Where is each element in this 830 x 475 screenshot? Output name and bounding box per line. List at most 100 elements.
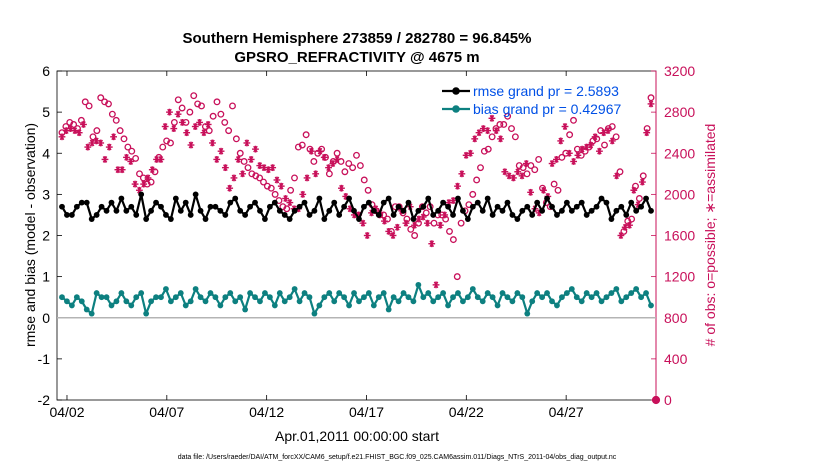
possible-obs-point <box>190 92 198 100</box>
series-point <box>455 195 461 202</box>
y-tick-label: 6 <box>42 63 50 79</box>
assimilated-obs-point <box>432 281 440 289</box>
series-point <box>257 298 263 305</box>
possible-obs-point <box>287 186 295 194</box>
assimilated-obs-point <box>518 172 526 180</box>
assimilated-obs-point <box>75 129 83 137</box>
possible-obs-point <box>473 176 481 184</box>
possible-obs-point <box>566 131 574 139</box>
series-point <box>311 207 318 214</box>
series-point <box>365 199 372 206</box>
series-point <box>222 212 229 218</box>
assimilated-obs-point <box>221 164 229 172</box>
possible-obs-point <box>310 158 318 165</box>
series-point <box>93 212 100 218</box>
assimilated-obs-point <box>402 219 410 227</box>
series-point <box>227 199 234 206</box>
series-point <box>271 199 278 206</box>
assimilated-obs-point <box>58 133 66 141</box>
series-point <box>549 203 555 210</box>
series-point <box>638 294 645 301</box>
series-point <box>306 212 313 218</box>
possible-obs-point <box>449 236 457 244</box>
series-point <box>133 212 140 218</box>
possible-obs-point <box>632 182 639 190</box>
right-y-tick-label: 1600 <box>664 228 695 244</box>
series-point <box>568 207 575 214</box>
series-point <box>554 302 560 309</box>
series-point <box>266 294 273 301</box>
assimilated-obs-point <box>441 211 449 219</box>
series-line <box>61 193 653 221</box>
series-point <box>385 306 392 313</box>
series-point <box>544 290 550 296</box>
assimilated-obs-point <box>389 232 397 239</box>
series-point <box>163 286 169 292</box>
assimilated-obs-point <box>325 164 332 172</box>
series-point <box>400 290 407 296</box>
series-point <box>182 302 189 309</box>
assimilated-obs-point <box>475 129 483 137</box>
assimilated-obs-point <box>187 141 195 149</box>
series-point <box>326 207 333 214</box>
possible-obs-point <box>612 133 620 141</box>
possible-obs-point <box>635 195 643 202</box>
series-point <box>237 294 244 301</box>
series-point <box>59 294 65 301</box>
series-point <box>301 290 308 296</box>
series-point <box>222 294 229 301</box>
possible-obs-point <box>446 227 453 235</box>
series-point <box>380 290 387 296</box>
series-point <box>420 294 427 301</box>
possible-obs-point <box>477 164 484 172</box>
possible-obs-point <box>531 166 539 174</box>
series-point <box>559 207 565 214</box>
series-point <box>464 294 471 301</box>
series-point <box>623 212 630 218</box>
chart-title-line2: GPSRO_REFRACTIVITY @ 4675 m <box>234 49 479 66</box>
x-axis-label: Apr.01,2011 00:00:00 start <box>275 428 439 444</box>
series-point <box>356 298 362 305</box>
series-point <box>445 302 451 309</box>
assimilated-obs-point <box>527 188 535 196</box>
assimilated-obs-point <box>613 172 621 180</box>
legend-label: rmse grand pr = 2.5893 <box>473 83 619 99</box>
rmse-bias-lines <box>59 191 654 317</box>
assimilated-obs-point <box>80 121 87 128</box>
series-point <box>98 203 105 210</box>
series-point <box>153 199 159 206</box>
assimilated-obs-point <box>320 153 328 161</box>
series-point <box>390 212 397 218</box>
series-point <box>262 216 268 222</box>
series-point <box>286 216 293 222</box>
series-point <box>237 207 244 214</box>
series-point <box>177 207 184 214</box>
possible-obs-point <box>77 116 85 124</box>
possible-obs-point <box>124 143 132 151</box>
right-y-tick-label: 3200 <box>664 63 695 79</box>
series-point <box>450 212 456 218</box>
data-file-footnote: data file: /Users/raeder/DAI/ATM_forcXX/… <box>178 454 617 461</box>
assimilated-obs-point <box>213 156 221 163</box>
assimilated-obs-point <box>303 174 311 182</box>
series-point <box>247 290 253 296</box>
series-point <box>93 290 100 296</box>
assimilated-obs-point <box>449 197 457 204</box>
right-y-axis-label: # of obs: o=possible; ∗=assimilated <box>702 124 718 347</box>
x-tick-label: 04/27 <box>549 404 584 420</box>
right-y-tick-label: 2800 <box>664 104 695 120</box>
series-point <box>138 290 145 296</box>
assimilated-obs-point <box>458 170 466 178</box>
possible-obs-point <box>457 219 465 227</box>
series-point <box>212 203 219 210</box>
assimilated-obs-point <box>247 156 255 163</box>
series-point <box>202 298 209 305</box>
series-point <box>588 207 595 214</box>
series-point <box>341 203 348 210</box>
series-point <box>529 212 536 218</box>
possible-obs-point <box>271 190 279 198</box>
legend-marker <box>452 87 460 95</box>
series-point <box>430 212 437 218</box>
series-point <box>583 212 590 218</box>
series-point <box>281 298 288 305</box>
